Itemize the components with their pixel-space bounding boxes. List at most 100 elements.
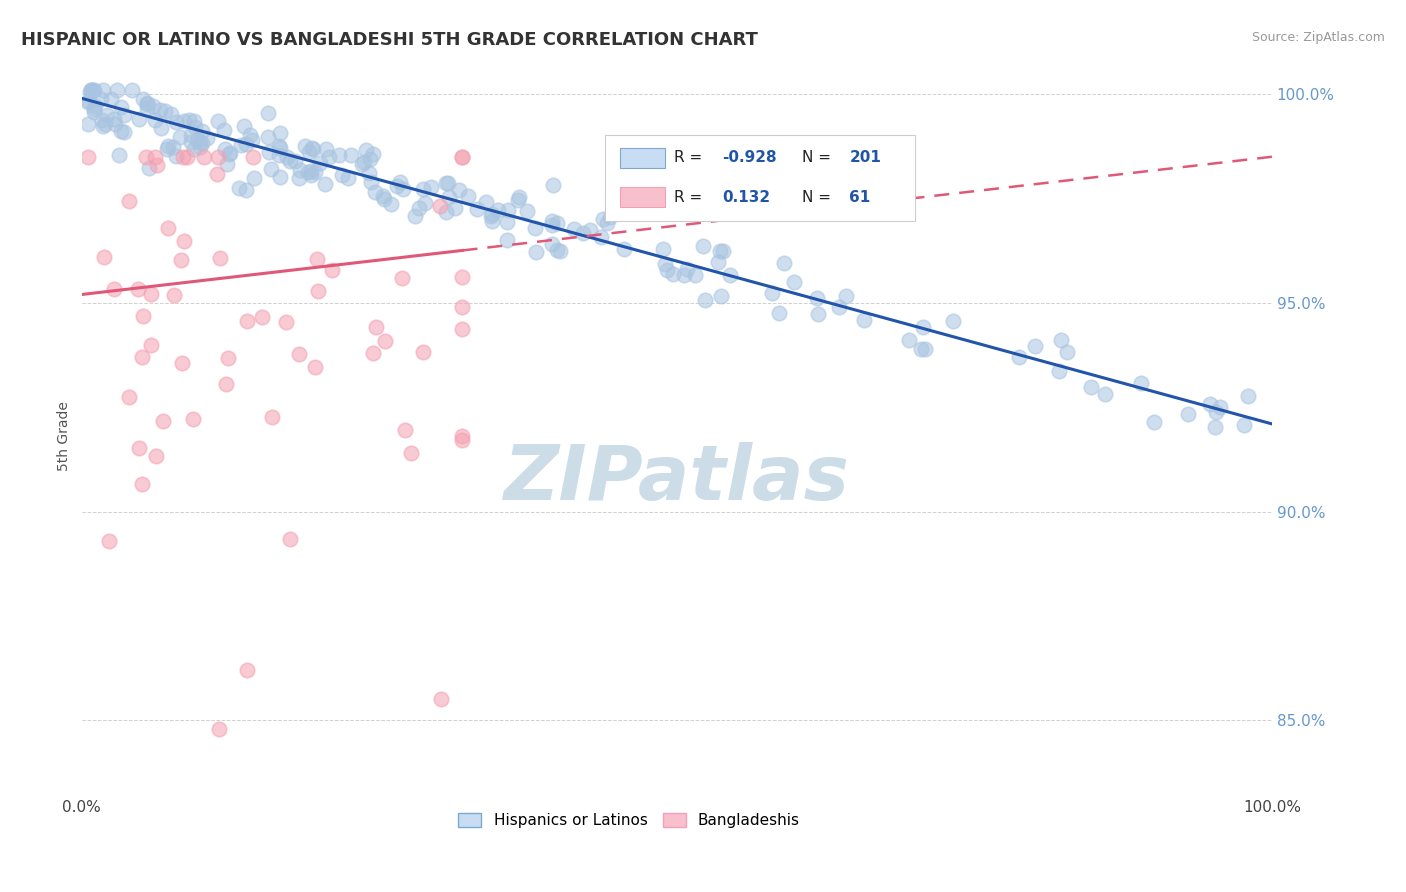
Point (104, 117, 127, 131)
Point (180, 128, 202, 142)
Point (218, 147, 240, 161)
Point (242, 150, 264, 164)
Point (169, 130, 191, 145)
Point (149, 103, 172, 118)
Point (229, 137, 252, 152)
Point (387, 179, 409, 194)
Point (110, 100, 132, 114)
Point (136, 96, 159, 111)
Point (412, 182, 434, 196)
Point (595, 216, 617, 230)
Point (475, 194, 498, 209)
Point (260, 161, 283, 176)
Text: R =: R = (675, 151, 707, 165)
Point (252, 310, 274, 325)
Point (1177, 407, 1199, 421)
Point (143, 112, 166, 127)
Point (540, 214, 562, 228)
Point (695, 293, 717, 307)
Text: N =: N = (801, 190, 835, 205)
Point (284, 153, 307, 168)
Point (662, 268, 685, 282)
Point (256, 129, 278, 144)
Point (139, 286, 162, 301)
Point (523, 220, 546, 235)
Point (451, 429, 474, 443)
FancyBboxPatch shape (620, 148, 665, 168)
Point (451, 300, 474, 314)
Point (1142, 415, 1164, 429)
Point (388, 175, 411, 189)
Point (451, 150, 474, 164)
Point (392, 182, 415, 196)
Point (100, 92, 122, 106)
Point (145, 449, 167, 463)
Point (165, 114, 187, 128)
Point (373, 188, 395, 202)
Point (142, 98, 165, 112)
Point (190, 139, 212, 153)
Point (828, 300, 851, 314)
Point (546, 216, 568, 230)
Point (97, 534, 120, 549)
Point (380, 197, 402, 211)
Point (420, 180, 443, 194)
Point (835, 289, 858, 303)
Point (449, 183, 471, 197)
Point (214, 142, 236, 156)
Point (579, 223, 602, 237)
Point (269, 169, 291, 184)
Point (444, 201, 467, 215)
Point (257, 145, 280, 159)
Point (1130, 376, 1153, 391)
Point (162, 140, 184, 154)
Point (156, 138, 179, 153)
Text: HISPANIC OR LATINO VS BANGLADESHI 5TH GRADE CORRELATION CHART: HISPANIC OR LATINO VS BANGLADESHI 5TH GR… (21, 31, 758, 49)
Point (181, 412, 204, 426)
Point (186, 133, 208, 147)
Point (299, 168, 322, 182)
Point (589, 230, 612, 244)
Point (90, 113, 112, 128)
Point (318, 150, 340, 164)
Point (132, 92, 155, 106)
Point (412, 344, 434, 359)
Point (301, 141, 323, 155)
Point (83, 105, 105, 120)
Point (112, 108, 135, 122)
Point (373, 192, 395, 206)
Point (190, 135, 212, 149)
Point (652, 243, 675, 257)
Point (165, 148, 187, 162)
Point (176, 150, 198, 164)
Point (361, 346, 384, 360)
Point (353, 154, 375, 169)
Point (495, 233, 517, 247)
Point (676, 262, 699, 277)
Point (911, 320, 934, 334)
Point (350, 156, 373, 170)
Point (897, 333, 920, 347)
Point (360, 175, 382, 189)
Point (1233, 417, 1256, 432)
Point (768, 305, 790, 319)
Point (112, 126, 135, 140)
Point (294, 139, 316, 153)
Point (1047, 364, 1070, 378)
Text: ZIPatlas: ZIPatlas (503, 442, 849, 516)
Point (309, 156, 332, 170)
Point (434, 205, 457, 219)
Point (1209, 401, 1232, 415)
Text: -0.928: -0.928 (721, 151, 776, 165)
Point (1204, 420, 1226, 434)
Point (276, 150, 298, 164)
Point (76, 95, 98, 109)
Point (139, 337, 162, 351)
Point (91, 119, 114, 133)
Point (76, 150, 98, 164)
Point (155, 142, 177, 156)
Point (172, 356, 194, 370)
Point (207, 150, 229, 164)
Point (267, 148, 290, 162)
Point (288, 170, 311, 185)
